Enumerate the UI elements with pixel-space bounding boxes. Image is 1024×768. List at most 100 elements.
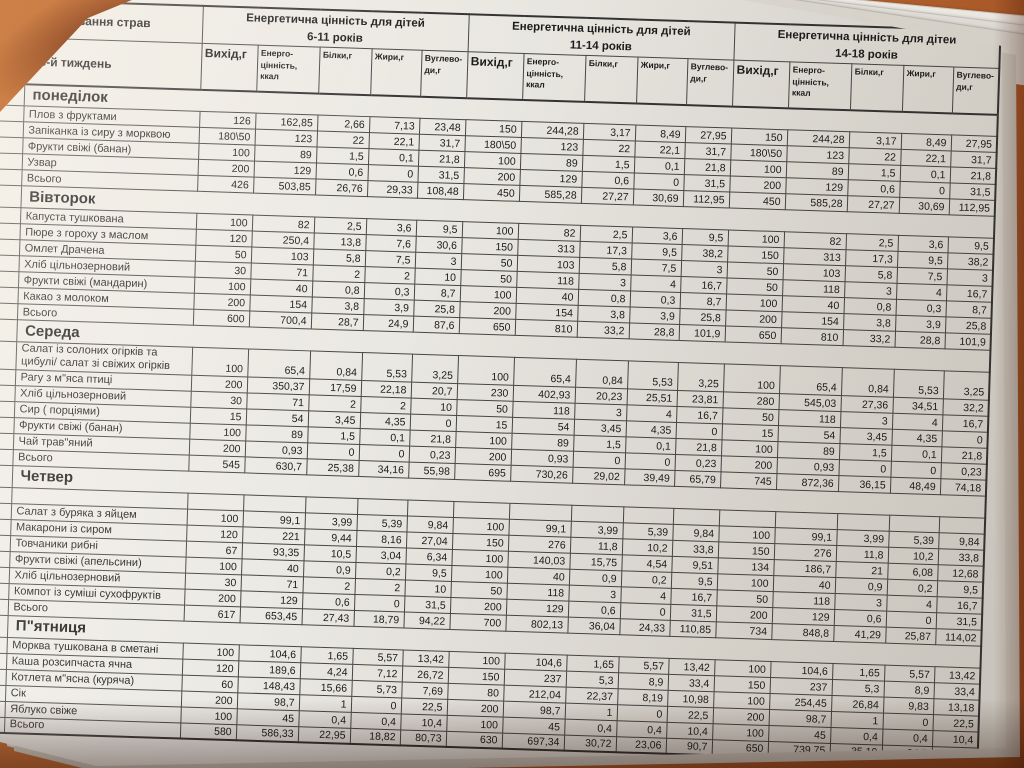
cell-protein: 11,8	[569, 536, 623, 555]
cell-protein: 29,02	[572, 466, 625, 485]
cell-energy: 802,13	[505, 614, 568, 633]
cell-fat: 0,3	[629, 291, 681, 309]
cell-energy: 585,28	[784, 194, 848, 213]
margin-cell	[0, 206, 21, 225]
cell-vykhid: 100	[185, 556, 242, 575]
cell-carbs: 33,8	[671, 540, 719, 558]
cell-fat: 18,82	[349, 727, 401, 746]
margin-cell	[0, 502, 12, 520]
cell-fat: 7,6	[365, 234, 416, 253]
cell-fat: 0	[885, 610, 937, 629]
cell-vykhid: 650	[724, 326, 782, 345]
cell-energy: 140,03	[507, 550, 570, 569]
cell-energy: 93,35	[241, 542, 305, 561]
cell-carbs: 55,98	[408, 461, 455, 480]
cell-vykhid: 126	[199, 111, 256, 130]
cell-carbs: 33,4	[667, 673, 715, 692]
cell-fat: 0	[358, 444, 410, 462]
cell-carbs: 13,42	[934, 666, 981, 684]
cell-protein: 9,44	[304, 528, 357, 547]
cell-vykhid: 120	[186, 524, 243, 543]
cell-fat: 9,5	[897, 251, 948, 270]
cell-carbs: 31,5	[417, 166, 464, 184]
cell-protein: 17,3	[579, 241, 632, 260]
cell-carbs: 27,95	[950, 135, 998, 153]
cell-energy: 154	[249, 295, 312, 314]
cell-carbs: 32,2	[942, 398, 989, 416]
cell-fat: 22,1	[368, 132, 419, 151]
cell-energy: 118	[516, 271, 579, 290]
cell-protein: 3,45	[307, 410, 361, 429]
cell-energy: 89	[785, 162, 849, 181]
cell-fat: 0	[367, 164, 418, 183]
cell-fat: 4,35	[891, 428, 942, 447]
cell-vykhid: 100	[191, 347, 249, 377]
cell-energy: 244,28	[786, 130, 850, 149]
cell-protein: 0,6	[581, 171, 634, 190]
cell-energy: 630,7	[244, 456, 307, 475]
cell-vykhid: 100	[729, 160, 787, 179]
header-fat: Жири,г	[370, 49, 422, 97]
cell-fat: 3,9	[629, 307, 680, 325]
cell-carbs: 0,23	[940, 462, 987, 480]
cell-fat: 6,08	[887, 562, 938, 581]
margin-cell	[0, 184, 22, 209]
cell-carbs: 101,9	[944, 333, 992, 351]
cell-fat: 10,2	[887, 546, 939, 565]
cell-fat: 0	[890, 460, 941, 479]
cell-carbs: 16,7	[670, 587, 717, 606]
cell-vykhid: 150	[713, 675, 771, 694]
cell-carbs: 25,8	[413, 300, 460, 318]
cell-vykhid: 100	[450, 565, 508, 583]
cell-energy: 89	[254, 145, 317, 164]
cell-fat: 24,33	[619, 618, 670, 636]
cell-protein: 28,7	[310, 313, 364, 331]
cell-fat: 3,6	[365, 218, 417, 237]
cell-vykhid: 50	[450, 581, 507, 599]
cell-protein: 0	[572, 450, 626, 469]
cell-vykhid: 200	[446, 699, 504, 717]
cell-vykhid: 450	[728, 192, 786, 211]
cell-fat: 10,2	[621, 538, 673, 556]
header-vykhid: Вихід,г	[200, 43, 258, 92]
cell-vykhid: 50	[726, 278, 783, 297]
cell-fat: 4	[620, 586, 671, 604]
cell-fat: 24,9	[362, 314, 414, 333]
cell-fat: 4	[896, 283, 947, 302]
cell-vykhid: 100	[727, 230, 785, 249]
cell-protein: 1,65	[832, 663, 885, 681]
cell-fat: 5,57	[884, 664, 935, 683]
cell-fat: 0	[353, 594, 405, 612]
cell-protein: 1,5	[316, 147, 369, 165]
cell-protein: 15,75	[569, 552, 622, 571]
cell-carbs: 23,48	[418, 118, 466, 137]
cell-energy: 0,93	[776, 457, 839, 476]
cell-energy: 98,7	[236, 692, 300, 711]
cell-fat: 18,79	[353, 610, 404, 628]
cell-protein: 3,45	[573, 418, 627, 437]
header-energy: Енерго- цінність, ккал	[787, 62, 852, 111]
cell-energy: 276	[773, 543, 837, 562]
cell-fat: 2	[364, 266, 415, 285]
cell-vykhid: 50	[726, 262, 784, 281]
margin-cell	[0, 120, 24, 139]
cell-energy: 700,4	[248, 311, 312, 330]
cell-fat	[622, 506, 674, 525]
cell-carbs: 8,7	[679, 292, 727, 311]
cell-protein	[836, 513, 890, 531]
cell-energy: 89	[519, 153, 583, 172]
cell-energy: 0,93	[510, 448, 574, 467]
cell-energy: 118	[512, 400, 575, 419]
cell-vykhid: 200	[180, 690, 238, 709]
cell-fat: 0,1	[890, 444, 942, 463]
cell-carbs: 25,8	[945, 317, 992, 335]
margin-cell	[0, 464, 13, 488]
cell-carbs: 23,81	[676, 390, 724, 408]
cell-fat: 0	[633, 173, 684, 191]
cell-protein: 0,8	[577, 289, 631, 308]
cell-carbs: 10,4	[932, 730, 979, 748]
cell-carbs: 101,9	[678, 324, 726, 343]
cell-carbs: 31,5	[949, 183, 996, 201]
cell-carbs: 21,8	[683, 158, 731, 177]
cell-fat: 5,53	[892, 369, 944, 399]
